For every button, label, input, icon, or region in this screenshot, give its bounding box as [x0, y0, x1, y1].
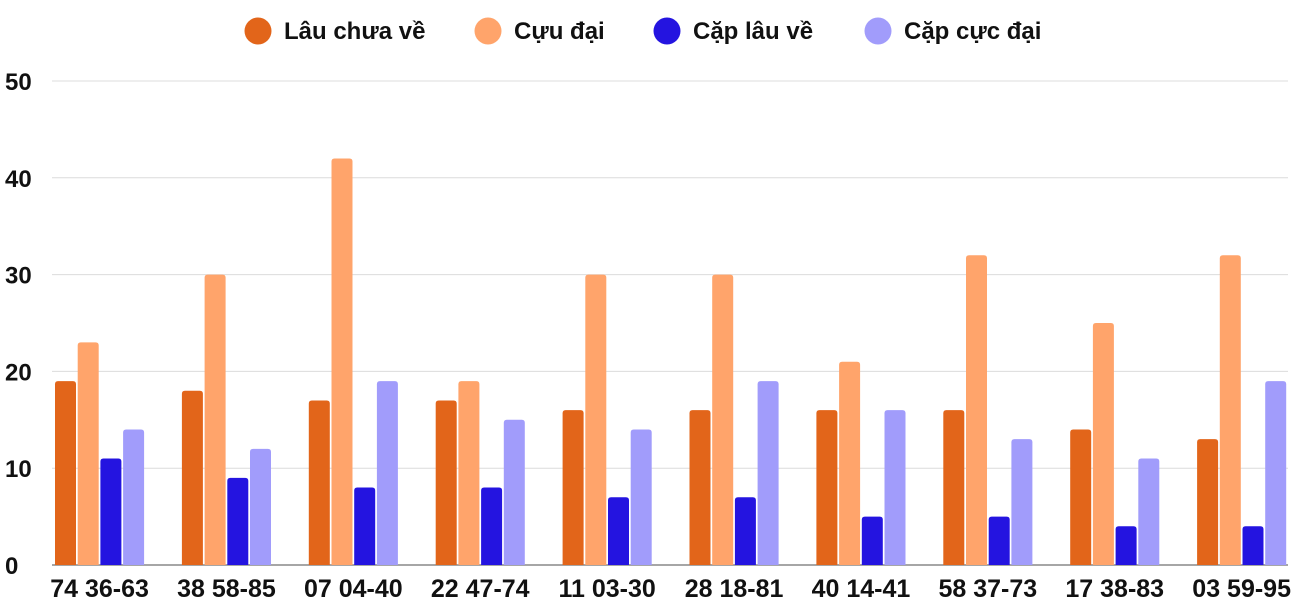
legend-swatch: [653, 17, 681, 45]
y-tick-label: 30: [5, 263, 32, 290]
legend-label: Cặp lâu về: [693, 18, 813, 45]
x-tick-label: 74 36-63: [50, 575, 149, 600]
bar: [1092, 323, 1114, 565]
bar: [1115, 526, 1137, 565]
bar: [204, 274, 226, 565]
bar: [308, 400, 330, 565]
bar: [1011, 439, 1033, 565]
bar: [331, 158, 353, 565]
legend-label: Lâu chưa về: [284, 18, 425, 45]
bar: [77, 342, 99, 565]
x-tick-label: 38 58-85: [177, 575, 276, 600]
legend-swatch: [864, 17, 892, 45]
y-tick-label: 0: [5, 553, 18, 580]
bar: [757, 381, 779, 565]
legend-swatch: [244, 17, 272, 45]
bar: [1219, 255, 1241, 566]
bar: [884, 410, 906, 565]
bar: [1242, 526, 1264, 565]
bar: [55, 381, 76, 565]
bar: [734, 497, 756, 565]
x-tick-label: 17 38-83: [1065, 575, 1164, 600]
bar: [435, 400, 457, 565]
x-tick-label: 28 18-81: [685, 575, 784, 600]
legend-label: Cựu đại: [514, 18, 605, 45]
bar: [227, 477, 249, 565]
bar: [1197, 439, 1219, 565]
bar: [689, 410, 711, 565]
bar: [943, 410, 965, 565]
bars: [55, 158, 1287, 566]
bar: [503, 419, 525, 565]
y-tick-label: 50: [5, 69, 32, 96]
bar: [458, 381, 480, 565]
bar: [354, 487, 376, 565]
bar: [250, 448, 271, 565]
y-axis-ticks: 0 10 20 30 40 50: [5, 69, 32, 580]
bar: [712, 274, 734, 565]
bar: [988, 516, 1010, 565]
bar: [100, 458, 122, 565]
bar: [1138, 458, 1160, 565]
x-tick-label: 58 37-73: [938, 575, 1037, 600]
bar: [816, 410, 838, 565]
legend-swatch: [474, 17, 502, 45]
bar: [1265, 381, 1287, 565]
x-tick-label: 22 47-74: [431, 575, 530, 600]
bar: [608, 497, 629, 565]
y-tick-label: 20: [5, 359, 32, 386]
bar: [630, 429, 652, 565]
bar: [861, 516, 883, 565]
legend-label: Cặp cực đại: [904, 18, 1041, 45]
y-tick-label: 40: [5, 166, 32, 193]
bar: [562, 410, 584, 565]
bar: [481, 487, 503, 565]
bar: [839, 361, 861, 565]
x-tick-label: 40 14-41: [812, 575, 911, 600]
bar: [966, 255, 987, 566]
bar: [181, 390, 203, 565]
bar: [376, 381, 398, 565]
legend: Lâu chưa về Cựu đại Cặp lâu về Cặp cực đại: [244, 17, 1041, 45]
x-tick-label: 03 59-95: [1192, 575, 1291, 600]
bar: [585, 274, 607, 565]
x-axis-labels: 74 36-63 38 58-85 07 04-40 22 47-74 11 03-30…: [50, 575, 1291, 600]
bar: [123, 429, 145, 565]
y-tick-label: 10: [5, 456, 32, 483]
bar: [1070, 429, 1092, 565]
x-tick-label: 07 04-40: [304, 575, 403, 600]
x-tick-label: 11 03-30: [558, 575, 655, 600]
